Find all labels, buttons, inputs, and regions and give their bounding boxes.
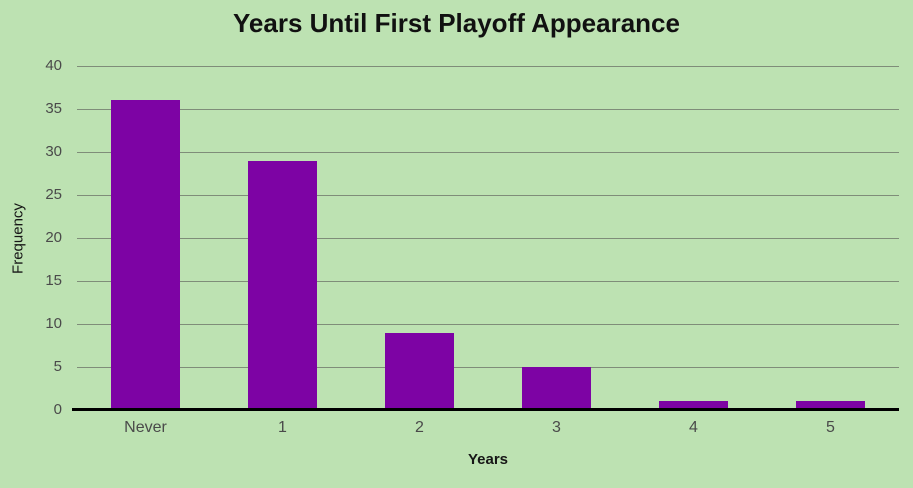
gridline	[77, 65, 899, 67]
gridline	[77, 151, 899, 153]
x-axis-line	[72, 408, 899, 411]
bar-5	[796, 401, 865, 410]
bar-never	[111, 100, 180, 410]
y-tick-label: 0	[53, 401, 62, 418]
gridline	[77, 237, 899, 239]
x-tick-label: 1	[278, 419, 287, 436]
y-tick-label: 20	[45, 229, 62, 246]
x-tick-label: Never	[124, 419, 167, 436]
gridline	[77, 194, 899, 196]
y-tick-label: 15	[45, 272, 62, 289]
y-tick-label: 30	[45, 143, 62, 160]
bar-1	[248, 160, 317, 410]
y-tick-label: 25	[45, 186, 62, 203]
y-tick-label: 10	[45, 315, 62, 332]
gridline	[77, 108, 899, 110]
y-tick-labels: 0 5 10 15 20 25 30 35 40	[0, 57, 62, 418]
x-tick-label: 3	[552, 419, 561, 436]
gridline	[77, 280, 899, 282]
chart-title: Years Until First Playoff Appearance	[233, 8, 680, 38]
x-tick-label: 5	[826, 419, 835, 436]
gridline	[77, 323, 899, 325]
y-tick-label: 5	[53, 358, 62, 375]
y-tick-label: 35	[45, 100, 62, 117]
x-tick-label: 2	[415, 419, 424, 436]
bar-4	[659, 401, 728, 410]
gridline	[77, 366, 899, 368]
bar-3	[522, 367, 591, 410]
plot-area	[72, 65, 899, 411]
x-tick-label: 4	[689, 419, 698, 436]
x-axis-title: Years	[467, 451, 509, 468]
bar-2	[385, 332, 454, 410]
y-tick-label: 40	[45, 57, 62, 74]
x-tick-labels: Never 1 2 3 4 5	[77, 419, 899, 441]
